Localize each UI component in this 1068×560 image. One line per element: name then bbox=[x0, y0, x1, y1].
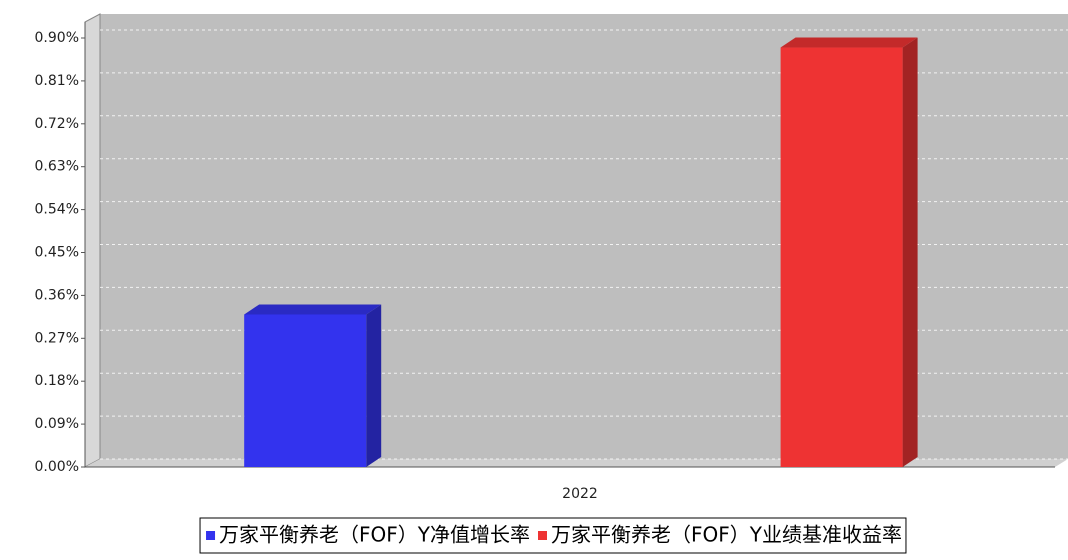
bar-top bbox=[780, 37, 918, 48]
bar-side bbox=[366, 304, 382, 467]
y-tick-label: 0.36% bbox=[35, 287, 79, 303]
floor bbox=[85, 459, 1068, 467]
y-tick-label: 0.54% bbox=[35, 202, 79, 218]
legend-swatch bbox=[538, 531, 547, 540]
y-tick-label: 0.00% bbox=[35, 459, 79, 475]
y-tick-label: 0.63% bbox=[35, 159, 79, 175]
bar bbox=[780, 47, 903, 468]
legend-box bbox=[199, 517, 907, 554]
y-tick-label: 0.27% bbox=[35, 330, 79, 346]
bar-top bbox=[244, 304, 382, 315]
legend-label: 万家平衡养老（FOF）Y净值增长率 bbox=[219, 523, 530, 547]
y-tick-label: 0.09% bbox=[35, 416, 79, 432]
legend-swatch bbox=[206, 531, 216, 540]
y-tick-label: 0.45% bbox=[35, 245, 79, 261]
y-tick-label: 0.72% bbox=[35, 116, 79, 132]
y-tick-label: 0.18% bbox=[35, 373, 79, 389]
legend: 万家平衡养老（FOF）Y净值增长率 万家平衡养老（FOF）Y业绩基准收益率 bbox=[199, 517, 907, 554]
legend-label: 万家平衡养老（FOF）Y业绩基准收益率 bbox=[551, 523, 902, 547]
bar bbox=[244, 314, 367, 467]
y-tick-label: 0.81% bbox=[35, 73, 79, 89]
x-tick-label: 2022 bbox=[562, 486, 598, 502]
left-wall bbox=[84, 13, 101, 468]
bar-side bbox=[902, 37, 918, 468]
y-tick-label: 0.90% bbox=[35, 30, 79, 46]
